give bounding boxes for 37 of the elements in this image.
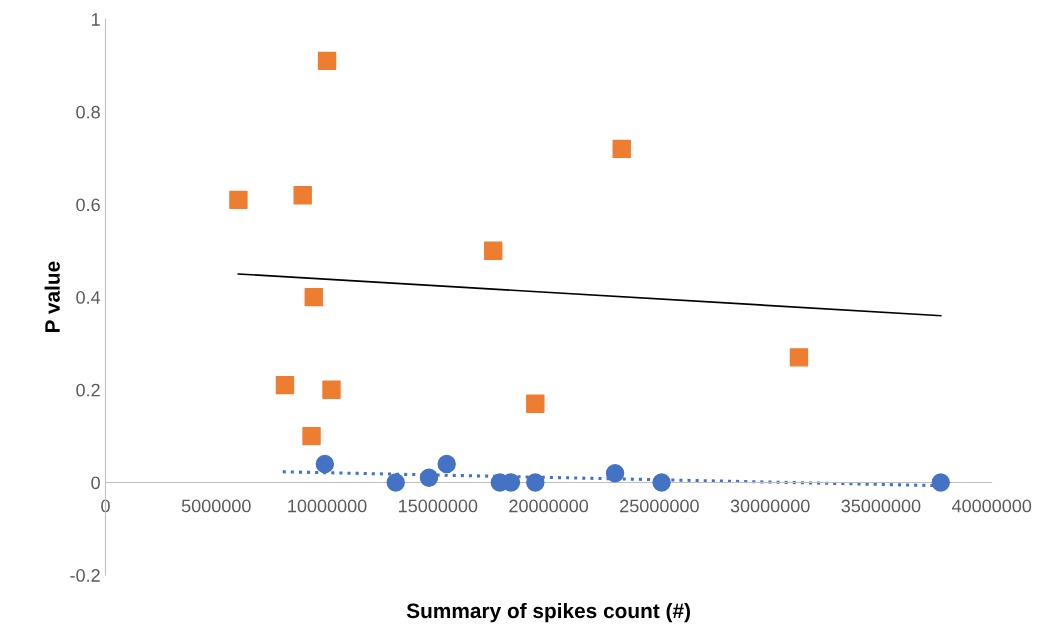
point <box>386 473 405 492</box>
point <box>789 348 809 367</box>
point <box>275 375 295 395</box>
point <box>931 473 950 492</box>
point <box>484 241 503 261</box>
point <box>419 468 439 488</box>
x-tick-label: 25000000 <box>620 499 699 513</box>
x-tick-label: 10000000 <box>288 499 367 513</box>
point <box>302 426 321 446</box>
y-tick-label: 0.2 <box>76 383 100 397</box>
point <box>304 287 323 307</box>
y-tick-label: 0.8 <box>76 105 100 119</box>
x-tick-label: 40000000 <box>951 499 1032 513</box>
point <box>229 190 248 210</box>
y-axis-title: P value <box>44 261 60 333</box>
x-tick-label: 0 <box>101 499 110 513</box>
x-tick-label: 20000000 <box>509 499 589 513</box>
point <box>526 394 545 413</box>
y-tick-label: 0.6 <box>76 198 100 212</box>
point <box>315 454 335 474</box>
x-tick-label: 5000000 <box>181 499 251 513</box>
point <box>605 463 625 483</box>
point <box>293 186 312 205</box>
point <box>317 51 337 71</box>
point <box>612 139 631 159</box>
y-tick-label: 0 <box>91 476 100 490</box>
x-tick-label: 35000000 <box>841 499 921 513</box>
y-tick-label: -0.2 <box>70 569 100 582</box>
x-tick-label: 15000000 <box>399 499 478 513</box>
point <box>437 454 456 474</box>
x-axis-title: Summary of spikes count (#) <box>406 602 690 623</box>
point <box>652 473 671 492</box>
x-tick-label: 30000000 <box>730 499 810 513</box>
y-tick-label: 0.4 <box>76 291 101 304</box>
y-tick-label: 1 <box>91 13 100 26</box>
point <box>526 473 545 492</box>
point <box>322 380 341 399</box>
